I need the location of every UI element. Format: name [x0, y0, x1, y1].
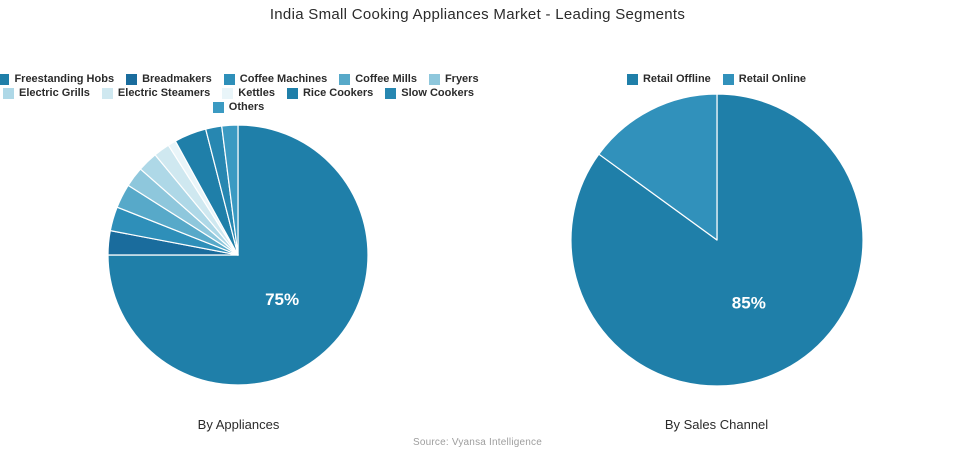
caption-by-sales-channel: By Sales Channel [478, 417, 955, 432]
legend-item-breadmakers[interactable]: Breadmakers [126, 73, 212, 85]
legend-label: Rice Cookers [303, 87, 373, 99]
legend-label: Others [229, 101, 264, 113]
legend-swatch-icon [0, 74, 9, 85]
legend-swatch-icon [102, 88, 113, 99]
legend-row: Electric Grills Electric Steamers Kettles R… [3, 87, 474, 99]
legend-swatch-icon [213, 102, 224, 113]
legend-item-retail-offline[interactable]: Retail Offline [627, 73, 711, 85]
chart-title: India Small Cooking Appliances Market - … [0, 6, 955, 23]
legend-item-coffee-machines[interactable]: Coffee Machines [224, 73, 327, 85]
legend-label: Fryers [445, 73, 479, 85]
legend-label: Electric Grills [19, 87, 90, 99]
legend-item-rice-cookers[interactable]: Rice Cookers [287, 87, 373, 99]
legend-item-kettles[interactable]: Kettles [222, 87, 275, 99]
legend-row: Retail Offline Retail Online [627, 73, 806, 85]
legend-item-coffee-mills[interactable]: Coffee Mills [339, 73, 417, 85]
legend-item-others[interactable]: Others [213, 101, 264, 113]
legend-appliances: Freestanding Hobs Breadmakers Coffee Machi… [0, 73, 477, 113]
legend-swatch-icon [224, 74, 235, 85]
legend-label: Coffee Machines [240, 73, 327, 85]
legend-item-electric-grills[interactable]: Electric Grills [3, 87, 90, 99]
legend-label: Kettles [238, 87, 275, 99]
pie-chart-appliances: 75% [103, 120, 373, 390]
legend-row: Freestanding Hobs Breadmakers Coffee Machi… [0, 73, 479, 85]
legend-item-electric-steamers[interactable]: Electric Steamers [102, 87, 210, 99]
pie-chart-sales-channel: 85% [565, 88, 869, 392]
legend-swatch-icon [126, 74, 137, 85]
caption-by-appliances: By Appliances [0, 417, 477, 432]
legend-swatch-icon [723, 74, 734, 85]
legend-swatch-icon [429, 74, 440, 85]
legend-sales-channel: Retail Offline Retail Online [478, 73, 955, 85]
legend-label: Breadmakers [142, 73, 212, 85]
legend-item-slow-cookers[interactable]: Slow Cookers [385, 87, 474, 99]
legend-label: Electric Steamers [118, 87, 210, 99]
legend-swatch-icon [3, 88, 14, 99]
legend-label: Slow Cookers [401, 87, 474, 99]
legend-item-retail-online[interactable]: Retail Online [723, 73, 806, 85]
pie-percent-label: 75% [265, 290, 299, 309]
legend-label: Retail Online [739, 73, 806, 85]
pie-percent-label: 85% [732, 293, 766, 312]
legend-label: Retail Offline [643, 73, 711, 85]
chart-canvas: India Small Cooking Appliances Market - … [0, 0, 955, 454]
legend-row: Others [213, 101, 264, 113]
legend-item-freestanding-hobs[interactable]: Freestanding Hobs [0, 73, 114, 85]
legend-swatch-icon [339, 74, 350, 85]
legend-label: Coffee Mills [355, 73, 417, 85]
legend-swatch-icon [385, 88, 396, 99]
legend-label: Freestanding Hobs [14, 73, 114, 85]
legend-swatch-icon [287, 88, 298, 99]
legend-item-fryers[interactable]: Fryers [429, 73, 479, 85]
legend-swatch-icon [627, 74, 638, 85]
source-attribution: Source: Vyansa Intelligence [0, 437, 955, 448]
legend-swatch-icon [222, 88, 233, 99]
